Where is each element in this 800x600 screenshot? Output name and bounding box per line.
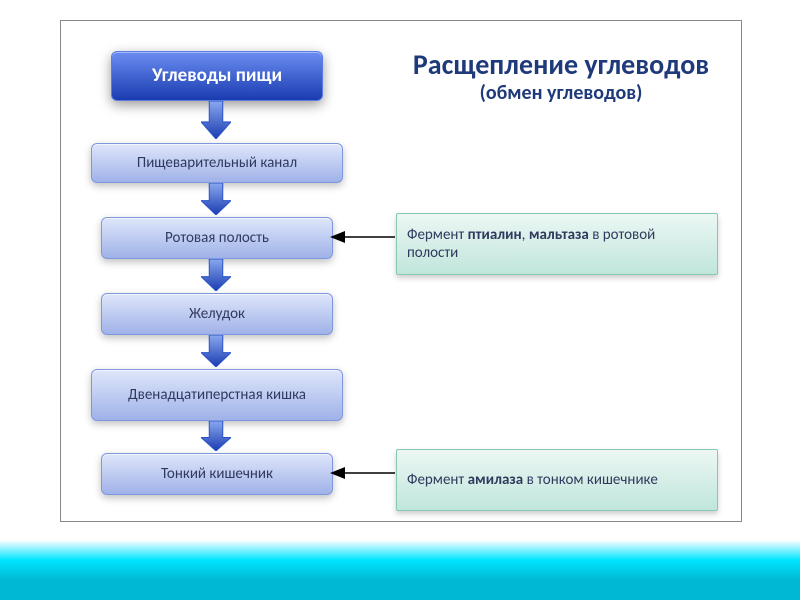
- down-arrow-3: [201, 335, 231, 367]
- flow-box-label: Тонкий кишечник: [161, 466, 273, 483]
- diagram-panel: Расщепление углеводов (обмен углеводов) …: [60, 20, 742, 522]
- down-arrow-1: [201, 183, 231, 215]
- flow-box-2: Желудок: [101, 293, 333, 335]
- down-arrow-0: [201, 101, 231, 139]
- flow-box-label: Двенадцатиперстная кишка: [128, 387, 306, 404]
- flow-box-1: Ротовая полость: [101, 217, 333, 259]
- flow-box-4: Тонкий кишечник: [101, 453, 333, 495]
- down-arrow-4: [201, 421, 231, 451]
- title-line2: (обмен углеводов): [391, 81, 731, 105]
- diagram-title: Расщепление углеводов (обмен углеводов): [391, 49, 731, 105]
- note-box-0: Фермент птиалин, мальтаза в ротовой поло…: [396, 213, 718, 275]
- flow-box-3: Двенадцатиперстная кишка: [91, 369, 343, 421]
- start-box-label: Углеводы пищи: [152, 64, 282, 87]
- title-line1: Расщепление углеводов: [391, 49, 731, 81]
- flow-box-label: Пищеварительный канал: [137, 155, 297, 172]
- down-arrow-2: [201, 259, 231, 291]
- note-text: Фермент птиалин, мальтаза в ротовой поло…: [407, 226, 707, 262]
- note-box-1: Фермент амилаза в тонком кишечнике: [396, 449, 718, 511]
- flow-box-label: Желудок: [189, 306, 245, 323]
- start-box: Углеводы пищи: [111, 51, 323, 101]
- note-text: Фермент амилаза в тонком кишечнике: [407, 471, 707, 489]
- flow-box-0: Пищеварительный канал: [91, 143, 343, 183]
- flow-box-label: Ротовая полость: [165, 230, 269, 247]
